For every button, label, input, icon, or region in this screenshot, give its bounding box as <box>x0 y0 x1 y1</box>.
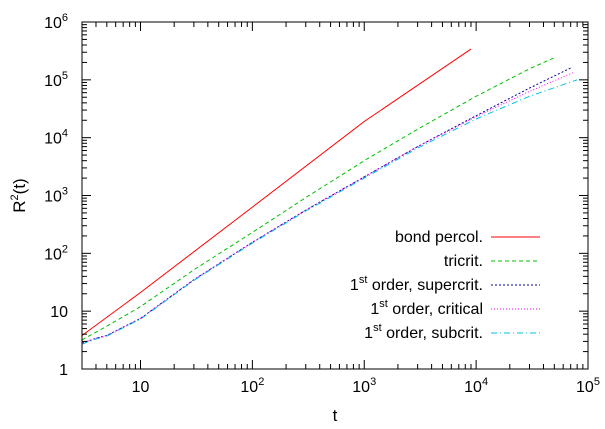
y-tick-label: 103 <box>44 186 68 206</box>
legend-label-1: tricrit. <box>444 253 483 270</box>
x-tick-label: 102 <box>240 376 264 396</box>
tick-labels: 10 102 103 104 105 1 10 102 103 104 105 106 <box>44 12 600 396</box>
x-axis-title: t <box>333 406 338 425</box>
series-line-4 <box>81 79 578 345</box>
x-tick-label: 105 <box>576 376 600 396</box>
y-tick-label: 104 <box>44 128 68 148</box>
y-tick-label: 102 <box>44 243 68 263</box>
x-tick-label: 104 <box>464 376 488 396</box>
x-tick-label: 10 <box>132 379 150 396</box>
axis-ticks <box>81 21 589 370</box>
legend-label-3: 1st order, critical <box>370 298 483 318</box>
series-line-1 <box>81 57 555 341</box>
legend: bond percol. tricrit. 1st order, supercrit… <box>350 229 540 342</box>
plot-frame <box>81 21 589 370</box>
y-tick-label: 1 <box>59 362 68 379</box>
series-line-2 <box>81 67 571 344</box>
legend-label-0: bond percol. <box>395 229 483 246</box>
y-tick-label: 106 <box>44 12 68 32</box>
y-tick-label: 105 <box>44 70 68 90</box>
legend-label-4: 1st order, subcrit. <box>364 322 483 342</box>
x-tick-label: 103 <box>352 376 376 396</box>
series-line-0 <box>81 48 472 336</box>
plot-lines <box>81 48 578 345</box>
y-tick-label: 10 <box>50 304 68 321</box>
y-axis-title: R2(t) <box>9 178 29 212</box>
series-line-3 <box>81 71 575 344</box>
legend-label-2: 1st order, supercrit. <box>350 274 483 294</box>
